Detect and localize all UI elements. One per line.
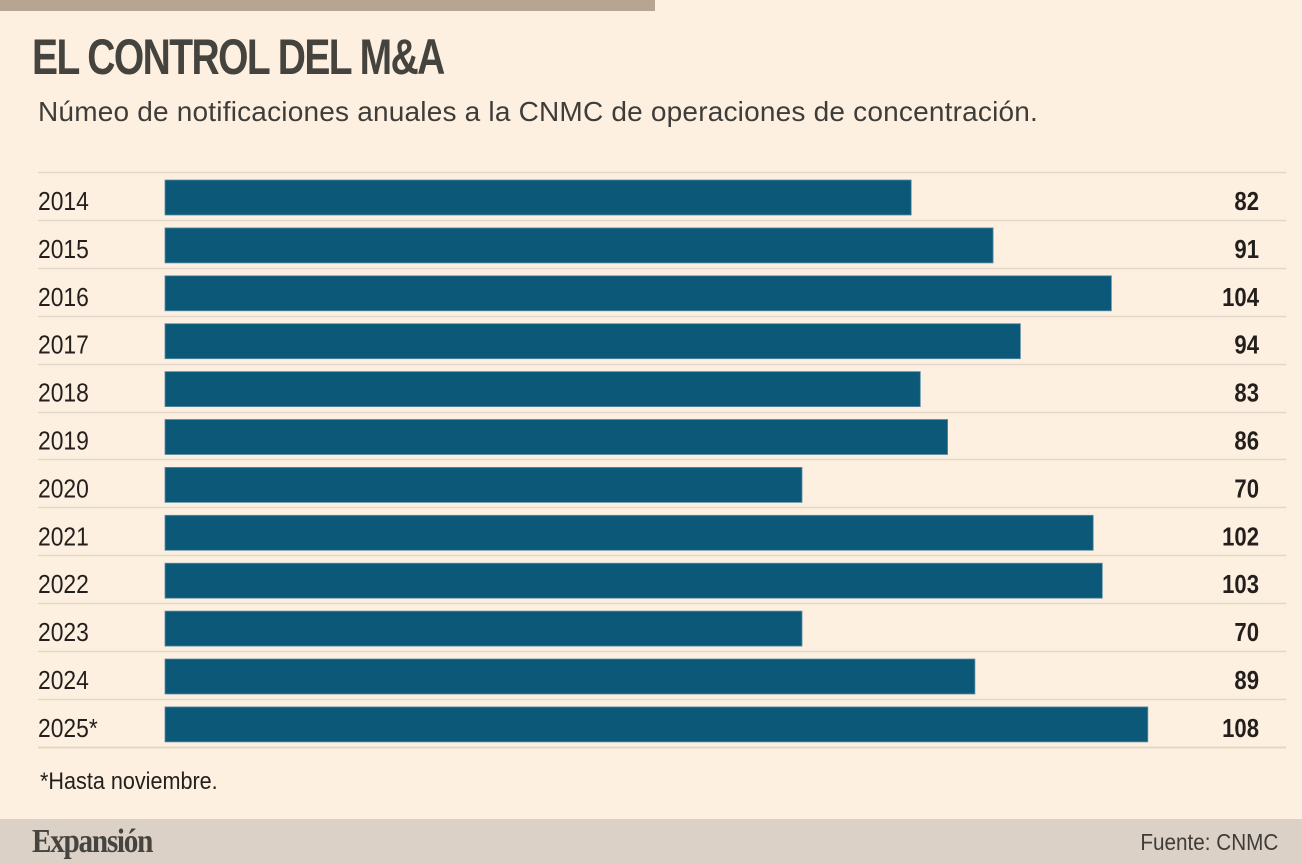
category-label: 2018: [38, 379, 89, 408]
category-label: 2025*: [38, 715, 98, 744]
bar-2025: [164, 706, 1149, 743]
bar-2021: [164, 514, 1094, 551]
category-label: 2021: [38, 523, 89, 552]
value-label: 102: [1222, 523, 1259, 552]
value-label: 89: [1234, 666, 1259, 695]
value-label: 94: [1234, 331, 1259, 360]
category-label: 2020: [38, 475, 89, 504]
category-label: 2023: [38, 619, 89, 648]
value-label: 108: [1222, 714, 1259, 743]
value-label: 86: [1234, 427, 1259, 456]
value-label: 70: [1234, 475, 1259, 504]
footer-bar: Expansión Fuente: CNMC: [0, 819, 1302, 864]
brand-logo: Expansión: [32, 823, 153, 860]
chart-title: EL CONTROL DEL M&A: [32, 29, 445, 85]
bar-2018: [164, 371, 921, 408]
bar-2015: [164, 227, 994, 264]
bar-2020: [164, 466, 803, 503]
footnote: *Hasta noviembre.: [40, 768, 218, 795]
bar-2017: [164, 323, 1021, 360]
chart-subtitle: Númeo de notificaciones anuales a la CNM…: [38, 96, 1039, 127]
value-label: 83: [1234, 379, 1259, 408]
bar-chart: 2014 82 2015 91 2016 104 2017 94 2018 83 2019 86 202…: [38, 171, 1286, 749]
top-accent-bar: [0, 0, 655, 11]
category-label: 2016: [38, 284, 89, 313]
category-label: 2015: [38, 236, 89, 265]
bar-2023: [164, 610, 803, 647]
value-label: 91: [1234, 235, 1259, 264]
bar-2022: [164, 562, 1103, 599]
category-label: 2024: [38, 667, 89, 696]
category-label: 2017: [38, 331, 89, 360]
value-label: 70: [1234, 618, 1259, 647]
bar-2019: [164, 419, 948, 455]
source-label: Fuente: CNMC: [1139, 829, 1278, 855]
bar-2014: [164, 179, 912, 216]
category-label: 2022: [38, 571, 89, 600]
value-label: 103: [1222, 571, 1259, 600]
category-label: 2019: [38, 427, 89, 456]
bar-2016: [164, 275, 1112, 312]
category-label: 2014: [38, 188, 89, 217]
value-label: 104: [1222, 283, 1259, 312]
bar-2024: [164, 658, 976, 695]
value-label: 82: [1234, 187, 1259, 216]
